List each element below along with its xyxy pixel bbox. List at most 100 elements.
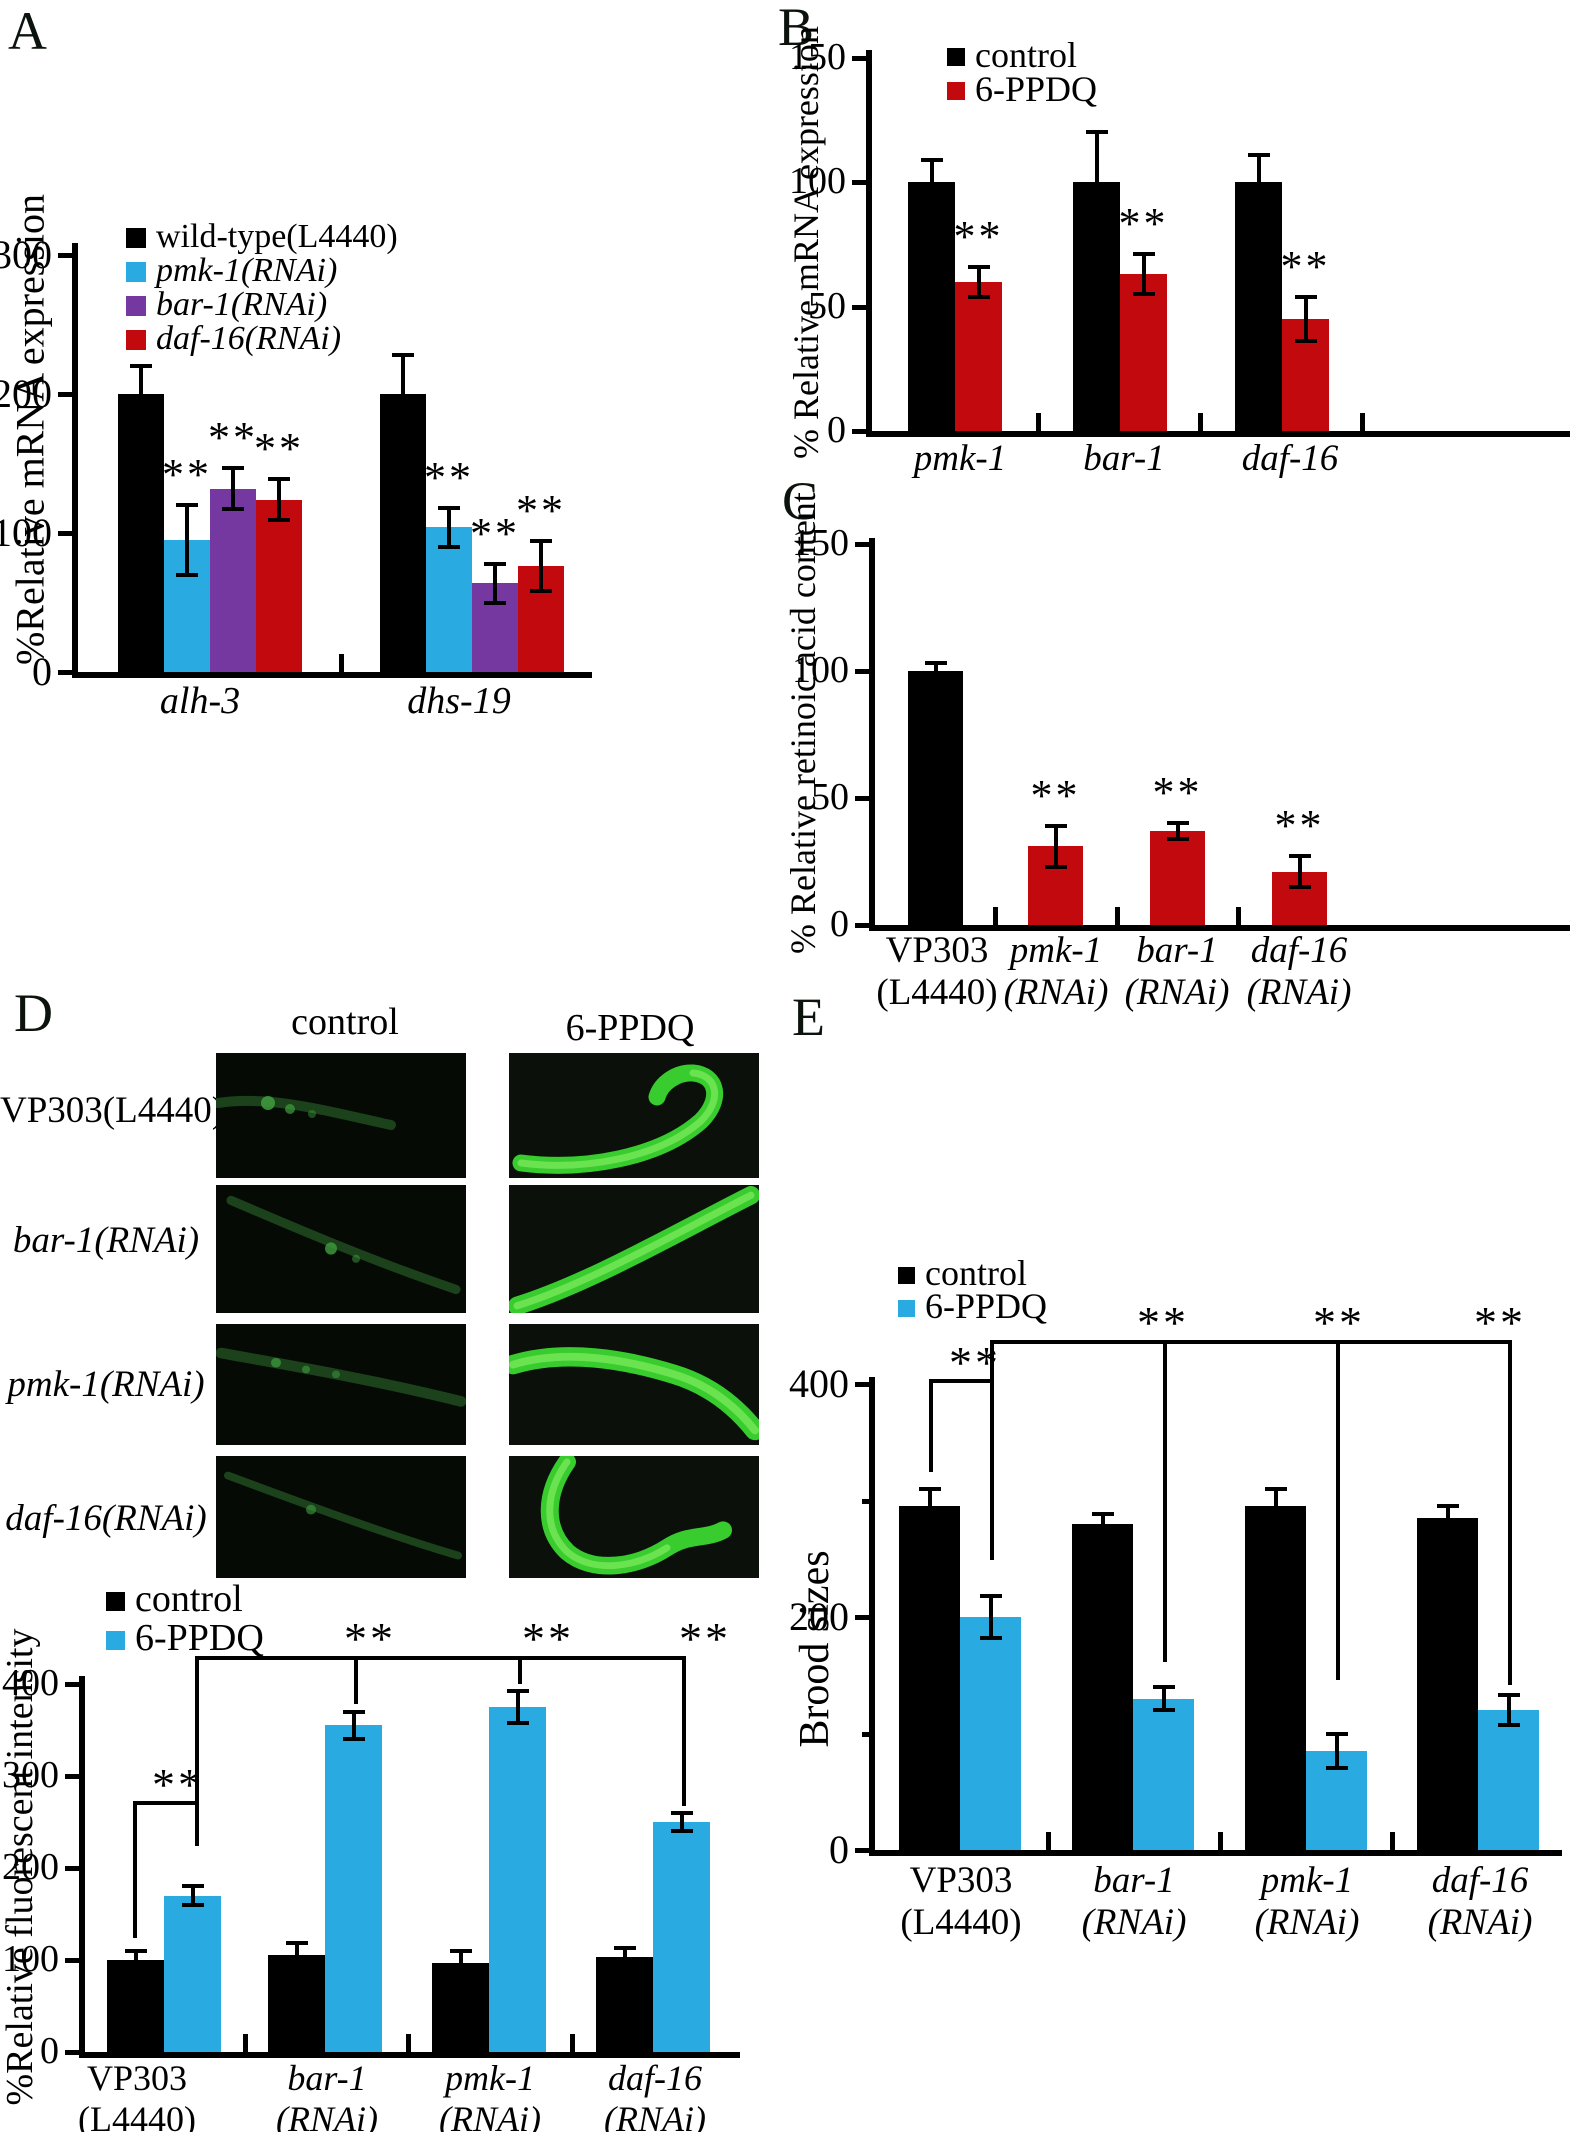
bar-D-0-0 xyxy=(107,1960,164,2052)
sig-bracket-line xyxy=(133,1801,199,1805)
chart-C-xtick xyxy=(1236,907,1241,925)
chart-E-ytick xyxy=(855,1615,875,1620)
legend-swatch-D xyxy=(106,1631,125,1650)
chart-B-ytick-label: 50 xyxy=(808,284,846,327)
panel-d-letter: D xyxy=(14,983,53,1043)
chart-E-category-label: pmk-1 xyxy=(1260,1860,1354,1901)
chart-A-ytick xyxy=(58,670,78,675)
bar-E-0-2 xyxy=(1245,1506,1306,1850)
errbar-cap xyxy=(342,1737,365,1742)
errbar-cap xyxy=(1497,1723,1520,1728)
chart-E-xtick xyxy=(1046,1832,1051,1850)
chart-B-category-label: bar-1 xyxy=(1083,438,1165,479)
panel-b-letter: B xyxy=(778,0,815,57)
bar-B-1-1 xyxy=(1120,274,1167,431)
chart-B-xtick xyxy=(1360,413,1365,431)
bar-B-1-0 xyxy=(955,281,1002,431)
chart-E-category-label: (L4440) xyxy=(900,1902,1022,1943)
chart-B-ytick-label: 150 xyxy=(789,35,846,78)
sig-star-B: ** xyxy=(1280,241,1331,291)
errbar-stem xyxy=(622,1948,627,1967)
sig-star-A: ** xyxy=(254,423,304,473)
errbar-cap xyxy=(1132,292,1155,297)
chart-D-ytick xyxy=(65,2050,85,2055)
chart-D-xtick xyxy=(243,2034,248,2052)
legend-label-A: daf-16(RNAi) xyxy=(156,319,342,357)
errbar-stem xyxy=(401,355,405,433)
sig-bracket-line xyxy=(990,1340,1512,1344)
chart-B-ytick xyxy=(852,304,872,310)
chart-D-category-label: pmk-1 xyxy=(445,2058,535,2098)
errbar-cap xyxy=(181,1902,204,1907)
chart-C-ytick xyxy=(855,542,875,547)
sig-star-A: ** xyxy=(516,486,566,536)
sig-bracket-line xyxy=(1163,1342,1167,1662)
micrograph-pmk1-6ppdq xyxy=(509,1324,759,1445)
errbar-cap xyxy=(1085,130,1108,135)
chart-D-category-label: (RNAi) xyxy=(439,2099,541,2132)
errbar-stem xyxy=(133,1950,138,1970)
errbar-cap xyxy=(130,364,152,369)
chart-A-x-axis xyxy=(72,672,592,678)
errbar-stem xyxy=(1175,823,1180,839)
chart-C-x-axis xyxy=(869,925,1570,931)
errbar-cap xyxy=(1166,836,1189,841)
chart-B-category-label: pmk-1 xyxy=(913,438,1007,479)
errbar-cap xyxy=(530,589,552,594)
chart-D-ytick xyxy=(65,1866,85,1871)
errbar-cap xyxy=(918,1486,941,1491)
chart-C-ytick-label: 150 xyxy=(792,522,849,565)
micrograph-bar1-control xyxy=(216,1185,466,1313)
errbar-cap xyxy=(181,1884,204,1889)
errbar-cap xyxy=(1152,1708,1175,1713)
sig-star-E: ** xyxy=(949,1337,1001,1388)
chart-E-ytick xyxy=(862,1498,875,1504)
chart-B-ytick-label: 100 xyxy=(789,160,846,203)
chart-A-ytick xyxy=(58,253,78,258)
legend-swatch-A xyxy=(126,296,146,316)
errbar-stem xyxy=(1445,1506,1450,1530)
micrograph-daf16-6ppdq xyxy=(509,1456,759,1578)
errbar-cap xyxy=(130,419,152,424)
chart-A-ytick-label: 100 xyxy=(0,510,52,555)
errbar-cap xyxy=(1091,1512,1114,1517)
chart-C-ytick-label: 50 xyxy=(811,776,849,819)
errbar-cap xyxy=(918,1521,941,1526)
chart-B-x-axis xyxy=(866,431,1570,437)
errbar-cap xyxy=(1166,821,1189,826)
bar-A-2-0 xyxy=(210,488,256,672)
errbar-cap xyxy=(967,264,990,269)
bar-E-1-1 xyxy=(1133,1698,1194,1850)
errbar-cap xyxy=(1044,823,1067,828)
chart-D-ytick xyxy=(65,1774,85,1779)
sig-bracket-line xyxy=(195,1656,686,1660)
sig-star-A: ** xyxy=(208,412,258,462)
legend-swatch-B xyxy=(947,82,965,100)
bar-A-1-1 xyxy=(426,527,472,672)
sig-bracket-line xyxy=(195,1658,199,1846)
errbar-cap xyxy=(285,1941,308,1946)
bar-D-0-2 xyxy=(432,1962,489,2052)
micrograph-column-header-control: control xyxy=(291,1001,399,1043)
chart-B-ytick xyxy=(852,55,872,61)
chart-E-category-label: VP303 xyxy=(909,1860,1013,1901)
errbar-stem xyxy=(976,266,981,297)
chart-C-xtick xyxy=(1115,907,1120,925)
sig-bracket-line xyxy=(682,1658,686,1806)
chart-E-xtick xyxy=(1390,1832,1395,1850)
errbar-stem xyxy=(139,366,143,422)
errbar-stem xyxy=(1053,825,1058,867)
bar-E-1-0 xyxy=(960,1617,1021,1850)
sig-star-C: ** xyxy=(1152,768,1203,818)
errbar-cap xyxy=(979,1594,1002,1599)
sig-star-A: ** xyxy=(470,508,520,558)
errbar-cap xyxy=(1152,1684,1175,1689)
errbar-cap xyxy=(484,600,506,605)
bar-A-3-0 xyxy=(256,499,302,672)
bar-D-1-1 xyxy=(325,1725,382,2052)
chart-E-ytick-label: 0 xyxy=(829,1827,849,1872)
legend-swatch-A xyxy=(126,262,146,282)
errbar-cap xyxy=(285,1965,308,1970)
chart-D-category-label: (RNAi) xyxy=(276,2099,378,2132)
sig-star-A: ** xyxy=(424,452,474,502)
